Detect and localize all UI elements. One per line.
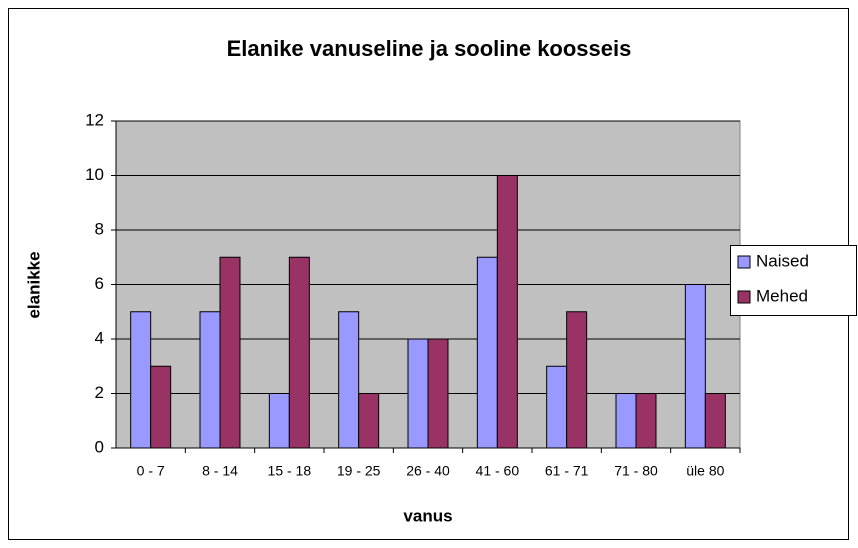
bar	[635, 393, 657, 449]
x-tick-label: 19 - 25	[337, 463, 381, 479]
bar	[130, 311, 152, 449]
x-tick-label: 71 - 80	[614, 463, 658, 479]
bar	[268, 393, 290, 449]
bar	[407, 338, 429, 449]
legend-swatch	[737, 255, 751, 269]
y-tick-label: 0	[95, 437, 104, 456]
bar	[288, 256, 310, 449]
x-tick-label: 15 - 18	[268, 463, 312, 479]
bar	[219, 256, 241, 449]
legend-swatch	[737, 290, 751, 304]
bar	[704, 393, 726, 449]
chart-title: Elanike vanuseline ja sooline koosseis	[227, 36, 632, 61]
x-axis-label: vanus	[403, 506, 452, 525]
bar	[476, 256, 498, 449]
bar	[199, 311, 221, 449]
x-tick-label: 0 - 7	[137, 463, 165, 479]
y-tick-label: 8	[95, 219, 104, 238]
bar	[684, 284, 706, 449]
bar	[150, 365, 172, 449]
x-tick-label: 61 - 71	[545, 463, 589, 479]
legend-box	[730, 245, 857, 316]
x-tick-label: 8 - 14	[202, 463, 238, 479]
y-tick-label: 6	[95, 274, 104, 293]
bar	[546, 365, 568, 449]
legend-label: Mehed	[756, 286, 808, 305]
bar	[358, 393, 380, 449]
y-tick-label: 10	[85, 165, 104, 184]
y-axis-label: elanikke	[24, 251, 43, 318]
y-tick-label: 12	[85, 110, 104, 129]
x-tick-label: 41 - 60	[476, 463, 520, 479]
bar	[615, 393, 637, 449]
bar	[338, 311, 360, 449]
x-tick-label: üle 80	[686, 463, 724, 479]
bar	[427, 338, 449, 449]
y-tick-label: 4	[95, 328, 104, 347]
x-tick-label: 26 - 40	[406, 463, 450, 479]
y-tick-label: 2	[95, 383, 104, 402]
bar	[566, 311, 588, 449]
legend-label: Naised	[756, 251, 809, 270]
bar	[496, 175, 518, 449]
